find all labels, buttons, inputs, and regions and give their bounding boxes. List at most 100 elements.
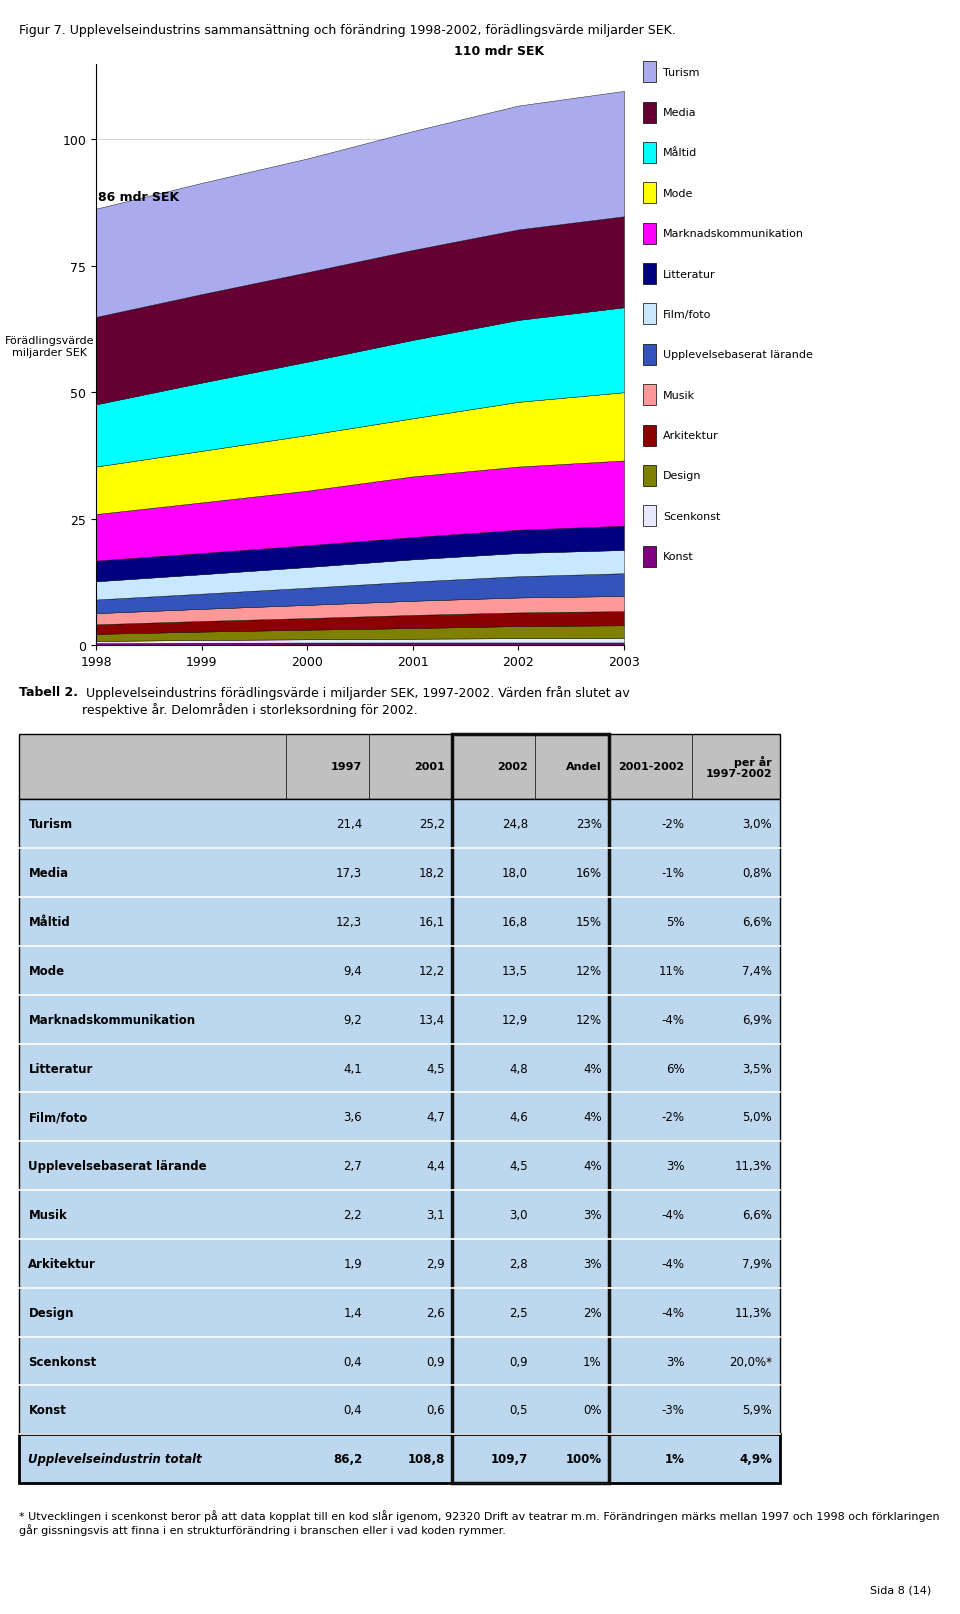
Bar [536, 801, 609, 849]
Text: 6,6%: 6,6% [742, 1209, 772, 1222]
Text: -4%: -4% [661, 1306, 684, 1319]
Bar [536, 946, 609, 996]
Text: 4,6: 4,6 [509, 1110, 528, 1123]
Bar [536, 734, 609, 801]
Bar [692, 1288, 780, 1336]
Bar [609, 946, 692, 996]
Bar [692, 801, 780, 849]
Bar [609, 801, 692, 849]
Text: -2%: -2% [661, 1110, 684, 1123]
Text: 3,1: 3,1 [426, 1209, 445, 1222]
Bar [452, 1044, 536, 1093]
Text: 12,9: 12,9 [502, 1014, 528, 1027]
Text: per år
1997-2002: per år 1997-2002 [706, 755, 772, 780]
Text: 1997: 1997 [331, 762, 362, 771]
Text: -3%: -3% [661, 1404, 684, 1417]
Bar [609, 996, 692, 1044]
Text: 4,5: 4,5 [426, 1062, 445, 1075]
Bar [19, 1435, 780, 1483]
Bar [536, 1385, 609, 1435]
Text: Media: Media [663, 108, 697, 118]
Text: Arkitektur: Arkitektur [29, 1257, 96, 1270]
Bar [536, 1435, 609, 1483]
Bar [536, 897, 609, 946]
Text: 2,5: 2,5 [510, 1306, 528, 1319]
Text: 11%: 11% [659, 964, 684, 976]
Text: 11,3%: 11,3% [735, 1306, 772, 1319]
Bar [286, 1191, 370, 1240]
Text: Media: Media [29, 867, 68, 880]
Bar [536, 1044, 609, 1093]
Text: Design: Design [29, 1306, 74, 1319]
Bar [286, 946, 370, 996]
Bar [286, 1240, 370, 1288]
Text: 20,0%*: 20,0%* [730, 1354, 772, 1367]
Bar [536, 1141, 609, 1191]
Text: 2002: 2002 [497, 762, 528, 771]
Bar [609, 1435, 692, 1483]
Text: 1,9: 1,9 [344, 1257, 362, 1270]
Text: 0,9: 0,9 [510, 1354, 528, 1367]
Bar [609, 1191, 692, 1240]
Bar [692, 1385, 780, 1435]
Bar [19, 801, 286, 849]
Text: 2001-2002: 2001-2002 [618, 762, 684, 771]
Text: 2,6: 2,6 [426, 1306, 445, 1319]
Text: Turism: Turism [663, 68, 700, 77]
Text: 86 mdr SEK: 86 mdr SEK [98, 190, 180, 203]
Bar [19, 801, 780, 1435]
Bar [286, 1044, 370, 1093]
Text: 6%: 6% [666, 1062, 684, 1075]
Bar [609, 734, 692, 801]
Text: 15%: 15% [576, 915, 602, 928]
Bar [692, 897, 780, 946]
Text: 2001: 2001 [414, 762, 445, 771]
Bar [370, 1240, 452, 1288]
Text: 16,8: 16,8 [502, 915, 528, 928]
Bar [452, 801, 536, 849]
Text: Upplevelsebaserat lärande: Upplevelsebaserat lärande [29, 1159, 207, 1172]
Text: Arkitektur: Arkitektur [663, 431, 719, 441]
Bar [452, 1336, 536, 1385]
Text: 4,1: 4,1 [344, 1062, 362, 1075]
Text: Litteratur: Litteratur [663, 270, 716, 279]
Bar [536, 1336, 609, 1385]
Bar [452, 1093, 536, 1141]
Bar [609, 1336, 692, 1385]
Text: Upplevelseindustrin totalt: Upplevelseindustrin totalt [29, 1453, 203, 1466]
Text: 9,4: 9,4 [344, 964, 362, 976]
Text: Film/foto: Film/foto [29, 1110, 87, 1123]
Text: 3,5%: 3,5% [742, 1062, 772, 1075]
Bar [609, 1044, 692, 1093]
Bar [370, 1336, 452, 1385]
Text: 109,7: 109,7 [491, 1453, 528, 1466]
Text: 86,2: 86,2 [333, 1453, 362, 1466]
Bar [452, 1191, 536, 1240]
Bar [370, 1141, 452, 1191]
Bar [19, 1240, 286, 1288]
Bar [452, 996, 536, 1044]
Text: 12,3: 12,3 [336, 915, 362, 928]
Bar [536, 1191, 609, 1240]
Text: Scenkonst: Scenkonst [29, 1354, 97, 1367]
Bar [452, 946, 536, 996]
Text: Tabell 2.: Tabell 2. [19, 686, 78, 699]
Bar [19, 1385, 286, 1435]
Bar [692, 1336, 780, 1385]
Text: 4,5: 4,5 [510, 1159, 528, 1172]
Text: -1%: -1% [661, 867, 684, 880]
Text: Figur 7. Upplevelseindustrins sammansättning och förändring 1998-2002, förädling: Figur 7. Upplevelseindustrins sammansätt… [19, 24, 676, 37]
Bar [370, 1093, 452, 1141]
Text: Film/foto: Film/foto [663, 310, 711, 320]
Bar [286, 1336, 370, 1385]
Text: 9,2: 9,2 [344, 1014, 362, 1027]
Bar [286, 849, 370, 897]
Text: 0,9: 0,9 [426, 1354, 445, 1367]
Text: 108,8: 108,8 [408, 1453, 445, 1466]
Text: -4%: -4% [661, 1257, 684, 1270]
Bar [19, 734, 780, 801]
Bar [286, 801, 370, 849]
Text: 0,4: 0,4 [344, 1404, 362, 1417]
Text: 7,9%: 7,9% [742, 1257, 772, 1270]
Bar [370, 1191, 452, 1240]
